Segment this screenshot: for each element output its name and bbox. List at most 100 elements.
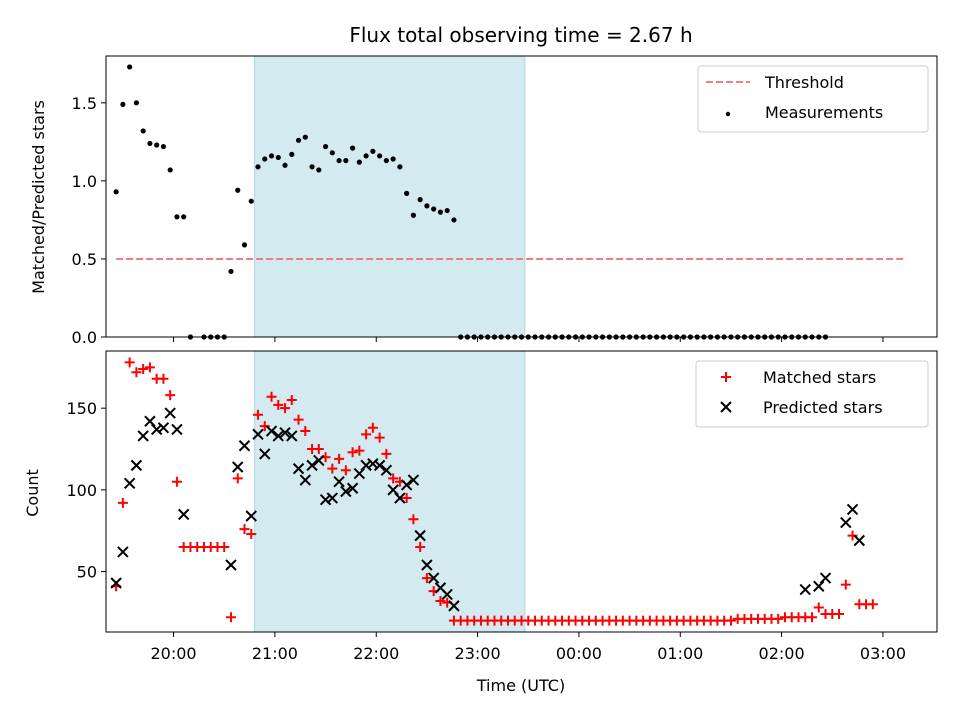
predicted-stars-point (846, 503, 859, 516)
predicted-stars-point (286, 430, 298, 442)
matched-stars-point (232, 473, 243, 484)
legend-label-0: Threshold (764, 73, 844, 92)
predicted-stars-point (407, 474, 420, 486)
bottom-axes-frame (105, 350, 938, 633)
chart-top: Flux total observing time = 2.67 h Match… (29, 23, 938, 347)
measurement-point (377, 153, 383, 159)
predicted-stars-point (367, 458, 379, 470)
matched-stars-point (300, 426, 311, 437)
predicted-stars-point (137, 430, 149, 442)
measurement-point (444, 207, 450, 214)
matched-stars-point (354, 445, 365, 456)
legend-box (697, 65, 929, 133)
predicted-stars-point (225, 559, 237, 571)
measurement-point (417, 197, 423, 203)
legend-label-0: Matched stars (763, 368, 876, 387)
matched-stars-point (266, 391, 277, 402)
measurement-point (113, 189, 119, 195)
predicted-stars-point (171, 423, 183, 436)
measurement-point (160, 143, 167, 150)
matched-stars-point (246, 528, 257, 539)
measurement-point (268, 153, 275, 159)
predicted-stars-point (130, 459, 143, 472)
measurement-point (174, 214, 180, 220)
matched-stars-point (334, 453, 345, 464)
matched-stars-point (840, 579, 851, 590)
measurement-point (275, 154, 281, 161)
legend-marker-matched (721, 372, 731, 382)
predicted-stars-point (427, 572, 440, 584)
predicted-stars-point (414, 529, 426, 542)
predicted-stars-point (340, 485, 352, 498)
predicted-stars-point (421, 559, 433, 571)
measurement-point (235, 187, 241, 193)
measurement-point (255, 164, 261, 170)
legend-marker-predicted (720, 401, 732, 413)
measurement-point (356, 159, 362, 165)
measurement-point (349, 145, 356, 151)
predicted-stars-point (373, 459, 386, 472)
bottom-y-tick-label: 150 (66, 399, 97, 418)
x-tick-label: 00:00 (556, 644, 602, 663)
x-tick-label: 03:00 (860, 644, 906, 663)
chart-bottom: Count Time (UTC) 50 100 150 20:00 21:00 22:00… (23, 350, 938, 695)
bottom-legend: Matched stars Predicted stars (695, 360, 929, 428)
measurement-point (181, 214, 187, 220)
predicted-stars-point (380, 464, 393, 476)
matched-stars-point (435, 595, 446, 606)
matched-stars-point (286, 395, 297, 406)
predicted-stars-point (799, 583, 811, 596)
matched-stars-point (253, 409, 264, 420)
bottom-y-axis-label: Count (23, 469, 42, 517)
predicted-stars-point (265, 425, 278, 437)
predicted-stars-point (232, 461, 244, 473)
matched-stars-point (367, 422, 378, 433)
predicted-stars-point (306, 459, 318, 472)
measurement-point (282, 162, 288, 168)
predicted-stars-point (110, 577, 122, 589)
top-legend: Threshold Measurements (697, 65, 929, 133)
predicted-stars-point (272, 430, 284, 442)
predicted-stars-point (279, 426, 291, 439)
matched-stars-point (401, 493, 412, 504)
predicted-stars-point (853, 534, 866, 547)
matched-stars-point (807, 612, 818, 623)
predicted-stars-point (292, 462, 305, 475)
top-shaded-interval (254, 55, 526, 338)
matched-stars-point (725, 615, 736, 626)
predicted-stars-point (238, 440, 251, 452)
matched-stars-point (138, 363, 149, 374)
matched-stars-point (340, 465, 351, 476)
predicted-stars-point (326, 492, 339, 504)
matched-stars-point (158, 373, 169, 384)
predicted-stars-point (346, 482, 359, 494)
measurement-point (140, 128, 146, 134)
measurement-point (397, 164, 403, 170)
measurement-point (343, 157, 349, 164)
measurement-point (437, 209, 444, 215)
matched-stars-point (144, 362, 155, 373)
measurement-point (370, 148, 376, 154)
measurement-point (329, 150, 335, 156)
top-y-tick-label: 1.5 (72, 94, 97, 113)
top-series-dot (113, 64, 829, 340)
measurement-point (120, 101, 126, 107)
bottom-y-tick-label: 100 (66, 481, 97, 500)
x-tick-label: 21:00 (252, 644, 298, 663)
legend-box (695, 360, 929, 428)
measurement-point (431, 206, 437, 212)
bottom-y-tick-label: 50 (77, 563, 97, 582)
chart-title: Flux total observing time = 2.67 h (349, 23, 692, 47)
predicted-stars-point (313, 454, 325, 467)
predicted-stars-point (819, 572, 832, 584)
bottom-series-x (110, 407, 866, 612)
matched-stars-point (867, 599, 878, 610)
top-plot-body (113, 55, 904, 340)
matched-stars-point (117, 497, 128, 508)
predicted-stars-point (299, 474, 312, 486)
top-y-tick-label: 0.0 (72, 328, 97, 347)
measurement-point (363, 153, 369, 159)
predicted-stars-point (164, 407, 176, 419)
predicted-stars-point (840, 516, 852, 529)
